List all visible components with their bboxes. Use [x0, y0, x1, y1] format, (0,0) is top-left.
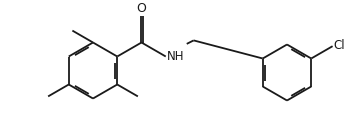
Text: O: O	[136, 2, 147, 15]
Text: NH: NH	[167, 49, 184, 62]
Text: Cl: Cl	[333, 39, 345, 52]
